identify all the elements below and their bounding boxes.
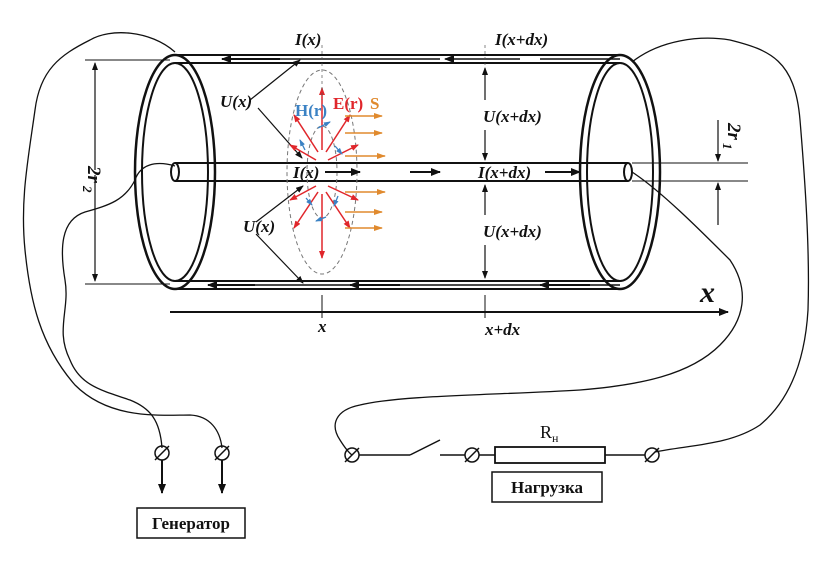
inner-conductor: [170, 162, 633, 182]
label-current-top-left: I(x): [294, 30, 321, 49]
generator-label: Генератор: [152, 514, 230, 533]
outer-diameter-dimension: [85, 59, 170, 285]
load-label: Нагрузка: [511, 478, 584, 497]
outer-diameter-sub: 2: [80, 185, 95, 193]
label-magnetic-field: H(r): [295, 101, 327, 120]
label-voltage-lower-right: U(x+dx): [483, 222, 542, 241]
electric-field-vectors: [289, 87, 359, 259]
label-voltage-upper-left: U(x): [220, 92, 252, 111]
label-current-inner-right: I(x+dx): [477, 163, 531, 182]
label-resistor: R: [540, 422, 552, 442]
label-tick-x-dx: x+dx: [484, 320, 521, 339]
voltage-arrows: [249, 59, 488, 284]
label-axis-x: x: [699, 276, 715, 309]
label-current-top-right: I(x+dx): [494, 30, 548, 49]
label-current-inner-left: I(x): [292, 163, 319, 182]
label-inner-diameter: 2r 1: [720, 122, 744, 150]
inner-diameter-sub: 1: [720, 143, 735, 150]
generator-terminals: [154, 445, 230, 494]
label-voltage-upper-right: U(x+dx): [483, 107, 542, 126]
outer-diameter-text: 2r: [83, 165, 104, 184]
inner-diameter-text: 2r: [723, 122, 744, 141]
label-voltage-lower-left: U(x): [243, 217, 275, 236]
load-box: [491, 471, 603, 503]
generator-box: [136, 507, 246, 539]
load-circuit: [344, 439, 660, 464]
outer-conductor: [133, 53, 662, 291]
current-arrows: [207, 55, 620, 289]
magnetic-field-vectors: [299, 121, 343, 222]
label-resistor-sub: н: [552, 431, 559, 445]
label-electric-field: E(r): [333, 94, 363, 113]
inner-diameter-dimension: [632, 120, 748, 225]
label-outer-diameter: 2r 2: [80, 165, 104, 193]
label-poynting: S: [370, 94, 379, 113]
wires: [22, 32, 810, 456]
resistor: [494, 446, 606, 464]
label-tick-x: x: [317, 317, 327, 336]
x-axis: [170, 45, 729, 318]
poynting-vectors: [345, 113, 386, 231]
